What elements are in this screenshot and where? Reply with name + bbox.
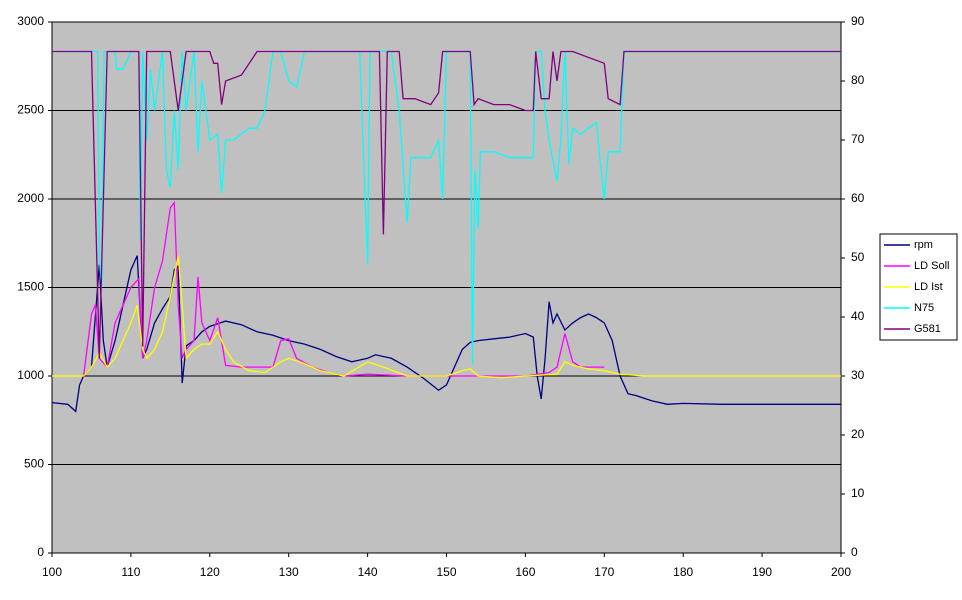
x-tick-label: 100 [42, 565, 62, 579]
x-tick-label: 170 [594, 565, 614, 579]
y-tick-label: 0 [37, 545, 44, 559]
series-line [51, 255, 841, 413]
y2-tick-label: 30 [851, 368, 865, 382]
y2-tick-label: 50 [851, 250, 865, 264]
y2-tick-label: 80 [851, 73, 865, 87]
y2-tick-label: 10 [851, 486, 865, 500]
y2-tick-label: 60 [851, 191, 865, 205]
x-tick-label: 160 [515, 565, 535, 579]
y2-tick-label: 70 [851, 132, 865, 146]
legend-label: LD Soll [914, 260, 949, 272]
series-line [52, 50, 841, 359]
x-tick-label: 150 [436, 565, 456, 579]
legend-label: G581 [914, 323, 941, 335]
y2-tick-label: 40 [851, 309, 865, 323]
y2-tick-label: 20 [851, 427, 865, 441]
x-tick-label: 120 [200, 565, 220, 579]
legend-label: rpm [914, 239, 933, 251]
x-tick-label: 140 [358, 565, 378, 579]
legend-label: N75 [914, 302, 934, 314]
x-tick-label: 130 [279, 565, 299, 579]
y-tick-label: 1000 [17, 368, 44, 382]
x-tick-label: 200 [831, 565, 851, 579]
y2-tick-label: 90 [851, 14, 865, 28]
y2-tick-label: 0 [851, 545, 858, 559]
legend-label: LD Ist [914, 281, 943, 293]
y-tick-label: 2500 [17, 103, 44, 117]
x-tick-label: 180 [673, 565, 693, 579]
series-line [52, 255, 841, 379]
y-tick-label: 3000 [17, 14, 44, 28]
x-tick-label: 190 [752, 565, 772, 579]
y-tick-label: 1500 [17, 280, 44, 294]
x-tick-label: 110 [121, 565, 140, 579]
y-tick-label: 2000 [17, 191, 44, 205]
y-tick-label: 500 [24, 457, 44, 471]
